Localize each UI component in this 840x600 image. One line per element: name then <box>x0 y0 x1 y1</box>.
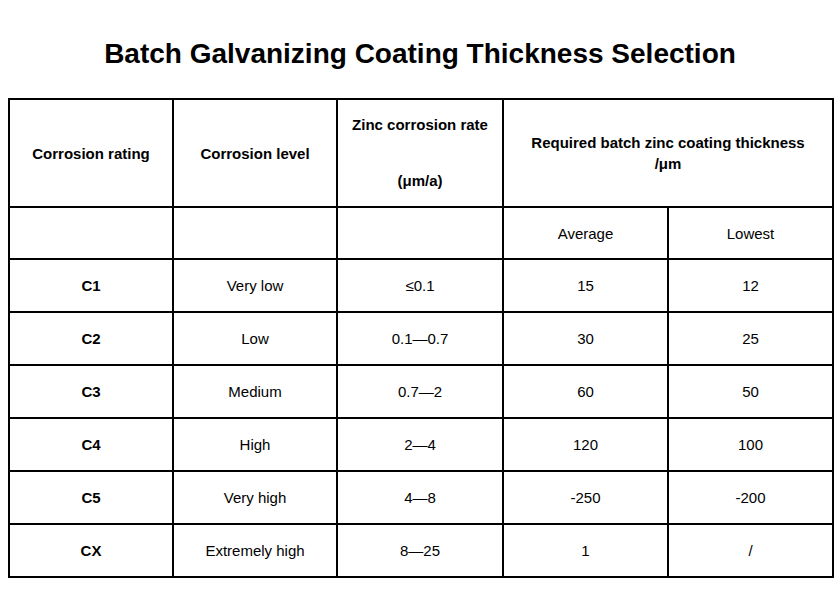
page: Batch Galvanizing Coating Thickness Sele… <box>0 38 840 600</box>
cell-average: 15 <box>503 259 668 312</box>
cell-average: -250 <box>503 471 668 524</box>
cell-rating: C3 <box>9 365 173 418</box>
table-header-row: Corrosion rating Corrosion level Zinc co… <box>9 99 833 207</box>
subheader-average: Average <box>503 207 668 259</box>
required-thickness-header-unit: /μm <box>655 153 682 174</box>
zinc-rate-header-title: Zinc corrosion rate <box>352 115 488 135</box>
cell-rating: C5 <box>9 471 173 524</box>
cell-average: 30 <box>503 312 668 365</box>
empty-cell-level <box>173 207 337 259</box>
cell-rate: 8—25 <box>337 524 503 577</box>
cell-lowest: 25 <box>668 312 833 365</box>
cell-lowest: 50 <box>668 365 833 418</box>
coating-thickness-table: Corrosion rating Corrosion level Zinc co… <box>8 98 834 578</box>
cell-average: 60 <box>503 365 668 418</box>
header-zinc-corrosion-rate: Zinc corrosion rate (μm/a) <box>337 99 503 207</box>
cell-level: Low <box>173 312 337 365</box>
required-thickness-header-title: Required batch zinc coating thickness <box>531 132 804 153</box>
zinc-rate-header-unit: (μm/a) <box>397 171 442 191</box>
cell-average: 1 <box>503 524 668 577</box>
cell-rating: C2 <box>9 312 173 365</box>
table-row-c4: C4 High 2—4 120 100 <box>9 418 833 471</box>
table-subheader-row: Average Lowest <box>9 207 833 259</box>
cell-lowest: -200 <box>668 471 833 524</box>
empty-cell-rate <box>337 207 503 259</box>
header-required-thickness: Required batch zinc coating thickness /μ… <box>503 99 833 207</box>
cell-rate: 0.7—2 <box>337 365 503 418</box>
cell-lowest: 100 <box>668 418 833 471</box>
cell-lowest: 12 <box>668 259 833 312</box>
page-title: Batch Galvanizing Coating Thickness Sele… <box>0 38 840 70</box>
cell-average: 120 <box>503 418 668 471</box>
cell-level: Very high <box>173 471 337 524</box>
zinc-rate-header-stack: Zinc corrosion rate (μm/a) <box>338 100 502 206</box>
cell-level: High <box>173 418 337 471</box>
table-row-c2: C2 Low 0.1—0.7 30 25 <box>9 312 833 365</box>
table-row-c1: C1 Very low ≤0.1 15 12 <box>9 259 833 312</box>
subheader-lowest: Lowest <box>668 207 833 259</box>
cell-level: Very low <box>173 259 337 312</box>
cell-rating: C1 <box>9 259 173 312</box>
cell-rate: ≤0.1 <box>337 259 503 312</box>
empty-cell-rating <box>9 207 173 259</box>
table-row-c5: C5 Very high 4—8 -250 -200 <box>9 471 833 524</box>
cell-level: Extremely high <box>173 524 337 577</box>
cell-lowest: / <box>668 524 833 577</box>
required-thickness-header-stack: Required batch zinc coating thickness /μ… <box>504 100 832 206</box>
header-corrosion-rating: Corrosion rating <box>9 99 173 207</box>
table-row-cx: CX Extremely high 8—25 1 / <box>9 524 833 577</box>
cell-level: Medium <box>173 365 337 418</box>
cell-rate: 2—4 <box>337 418 503 471</box>
cell-rate: 0.1—0.7 <box>337 312 503 365</box>
cell-rating: C4 <box>9 418 173 471</box>
header-corrosion-level: Corrosion level <box>173 99 337 207</box>
table-row-c3: C3 Medium 0.7—2 60 50 <box>9 365 833 418</box>
cell-rating: CX <box>9 524 173 577</box>
cell-rate: 4—8 <box>337 471 503 524</box>
